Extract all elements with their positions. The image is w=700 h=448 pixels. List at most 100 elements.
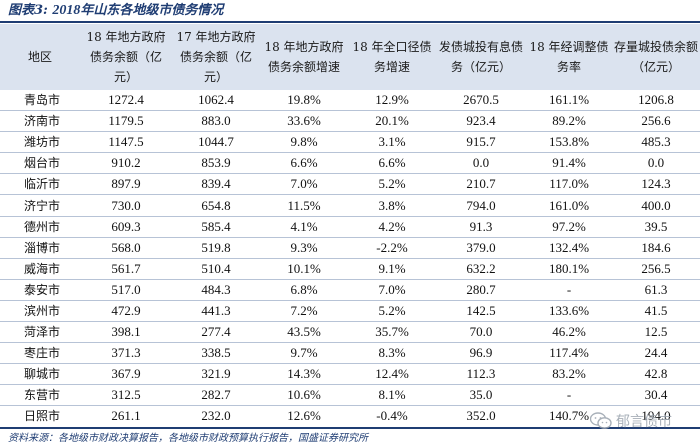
cell-total-debt-growth: 3.1%: [348, 131, 436, 154]
cell-debt-2018: 261.1: [80, 405, 172, 429]
cell-debt-2018: 897.9: [80, 173, 172, 196]
header-region: 地区: [0, 24, 80, 90]
cell-debt-growth: 19.8%: [260, 90, 348, 112]
cell-lgfv-bond-balance: 256.5: [612, 258, 700, 280]
cell-region: 日照市: [0, 405, 80, 429]
cell-debt-2017: 839.4: [172, 173, 260, 196]
cell-debt-growth: 9.3%: [260, 237, 348, 259]
cell-debt-growth: 10.1%: [260, 258, 348, 280]
cell-region: 临沂市: [0, 173, 80, 196]
cell-debt-2018: 1179.5: [80, 110, 172, 133]
cell-lgfv-debt: 96.9: [436, 342, 526, 365]
table-row: 济南市 1179.5 883.0 33.6% 20.1% 923.4 89.2% 256.6: [0, 110, 700, 133]
header-total-debt-growth: 18 年全口径债务增速: [348, 24, 436, 90]
table-header-row: 地区 18 年地方政府债务余额（亿元） 17 年地方政府债务余额（亿元） 18 …: [0, 24, 700, 90]
cell-total-debt-growth: 6.6%: [348, 152, 436, 175]
cell-lgfv-debt: 632.2: [436, 258, 526, 280]
cell-total-debt-growth: 8.1%: [348, 384, 436, 407]
header-debt-2017: 17 年地方政府债务余额（亿元）: [172, 24, 260, 90]
table-row: 德州市 609.3 585.4 4.1% 4.2% 91.3 97.2% 39.5: [0, 216, 700, 238]
cell-debt-2017: 1044.7: [172, 131, 260, 154]
cell-debt-growth: 6.8%: [260, 279, 348, 301]
cell-debt-2018: 568.0: [80, 237, 172, 259]
cell-adjusted-debt-ratio: 133.6%: [526, 300, 612, 323]
header-debt-growth: 18 年地方政府债务余额增速: [260, 24, 348, 90]
cell-debt-2017: 232.0: [172, 405, 260, 429]
cell-debt-2018: 472.9: [80, 300, 172, 323]
cell-lgfv-bond-balance: 485.3: [612, 131, 700, 154]
cell-total-debt-growth: 35.7%: [348, 321, 436, 344]
header-debt-2018: 18 年地方政府债务余额（亿元）: [80, 24, 172, 90]
cell-lgfv-bond-balance: 30.4: [612, 384, 700, 407]
cell-lgfv-debt: 794.0: [436, 194, 526, 217]
table-row: 济宁市 730.0 654.8 11.5% 3.8% 794.0 161.0% 400.0: [0, 194, 700, 217]
cell-debt-growth: 11.5%: [260, 194, 348, 217]
cell-debt-growth: 33.6%: [260, 110, 348, 133]
cell-debt-2017: 484.3: [172, 279, 260, 301]
cell-region: 滨州市: [0, 300, 80, 323]
cell-lgfv-bond-balance: 42.8: [612, 363, 700, 386]
table-row: 枣庄市 371.3 338.5 9.7% 8.3% 96.9 117.4% 24.4: [0, 342, 700, 365]
cell-debt-2018: 371.3: [80, 342, 172, 365]
cell-total-debt-growth: 5.2%: [348, 300, 436, 323]
top-rule: [0, 21, 700, 23]
cell-region: 济南市: [0, 110, 80, 133]
cell-total-debt-growth: -0.4%: [348, 405, 436, 429]
cell-adjusted-debt-ratio: 83.2%: [526, 363, 612, 386]
cell-debt-2017: 1062.4: [172, 90, 260, 112]
cell-adjusted-debt-ratio: 161.0%: [526, 194, 612, 217]
cell-debt-2017: 883.0: [172, 110, 260, 133]
cell-adjusted-debt-ratio: 140.7%: [526, 405, 612, 429]
cell-adjusted-debt-ratio: -: [526, 279, 612, 301]
cell-debt-growth: 14.3%: [260, 363, 348, 386]
cell-region: 济宁市: [0, 194, 80, 217]
cell-debt-2017: 510.4: [172, 258, 260, 280]
cell-debt-2018: 517.0: [80, 279, 172, 301]
cell-lgfv-bond-balance: 194.0: [612, 405, 700, 429]
header-lgfv-bond-balance: 存量城投债余额（亿元）: [612, 24, 700, 90]
table-row: 威海市 561.7 510.4 10.1% 9.1% 632.2 180.1% 256.5: [0, 258, 700, 280]
cell-lgfv-bond-balance: 39.5: [612, 216, 700, 238]
cell-region: 烟台市: [0, 152, 80, 175]
cell-total-debt-growth: 12.4%: [348, 363, 436, 386]
cell-adjusted-debt-ratio: -: [526, 384, 612, 407]
cell-adjusted-debt-ratio: 97.2%: [526, 216, 612, 238]
cell-debt-2018: 910.2: [80, 152, 172, 175]
table-row: 滨州市 472.9 441.3 7.2% 5.2% 142.5 133.6% 41.5: [0, 300, 700, 323]
cell-region: 潍坊市: [0, 131, 80, 154]
cell-region: 德州市: [0, 216, 80, 238]
cell-lgfv-debt: 352.0: [436, 405, 526, 429]
cell-lgfv-bond-balance: 12.5: [612, 321, 700, 344]
cell-region: 枣庄市: [0, 342, 80, 365]
cell-total-debt-growth: 12.9%: [348, 90, 436, 112]
table-row: 潍坊市 1147.5 1044.7 9.8% 3.1% 915.7 153.8% 485.3: [0, 131, 700, 154]
cell-lgfv-bond-balance: 0.0: [612, 152, 700, 175]
cell-region: 聊城市: [0, 363, 80, 386]
cell-debt-growth: 4.1%: [260, 216, 348, 238]
table-body: 青岛市 1272.4 1062.4 19.8% 12.9% 2670.5 161.1% 120…: [0, 90, 700, 429]
cell-lgfv-bond-balance: 41.5: [612, 300, 700, 323]
cell-lgfv-debt: 280.7: [436, 279, 526, 301]
cell-region: 泰安市: [0, 279, 80, 301]
cell-region: 菏泽市: [0, 321, 80, 344]
cell-debt-2018: 312.5: [80, 384, 172, 407]
cell-debt-2018: 1147.5: [80, 131, 172, 154]
cell-debt-2017: 585.4: [172, 216, 260, 238]
cell-total-debt-growth: 5.2%: [348, 173, 436, 196]
cell-adjusted-debt-ratio: 91.4%: [526, 152, 612, 175]
caption-year: 2018: [52, 3, 81, 18]
cell-debt-2017: 853.9: [172, 152, 260, 175]
cell-total-debt-growth: -2.2%: [348, 237, 436, 259]
cell-debt-growth: 9.8%: [260, 131, 348, 154]
cell-debt-2018: 367.9: [80, 363, 172, 386]
cell-total-debt-growth: 7.0%: [348, 279, 436, 301]
cell-debt-2018: 398.1: [80, 321, 172, 344]
cell-debt-growth: 7.2%: [260, 300, 348, 323]
cell-adjusted-debt-ratio: 180.1%: [526, 258, 612, 280]
cell-lgfv-debt: 210.7: [436, 173, 526, 196]
cell-lgfv-debt: 112.3: [436, 363, 526, 386]
cell-total-debt-growth: 8.3%: [348, 342, 436, 365]
cell-debt-growth: 9.7%: [260, 342, 348, 365]
table-row: 泰安市 517.0 484.3 6.8% 7.0% 280.7-61.3: [0, 279, 700, 301]
cell-debt-growth: 43.5%: [260, 321, 348, 344]
